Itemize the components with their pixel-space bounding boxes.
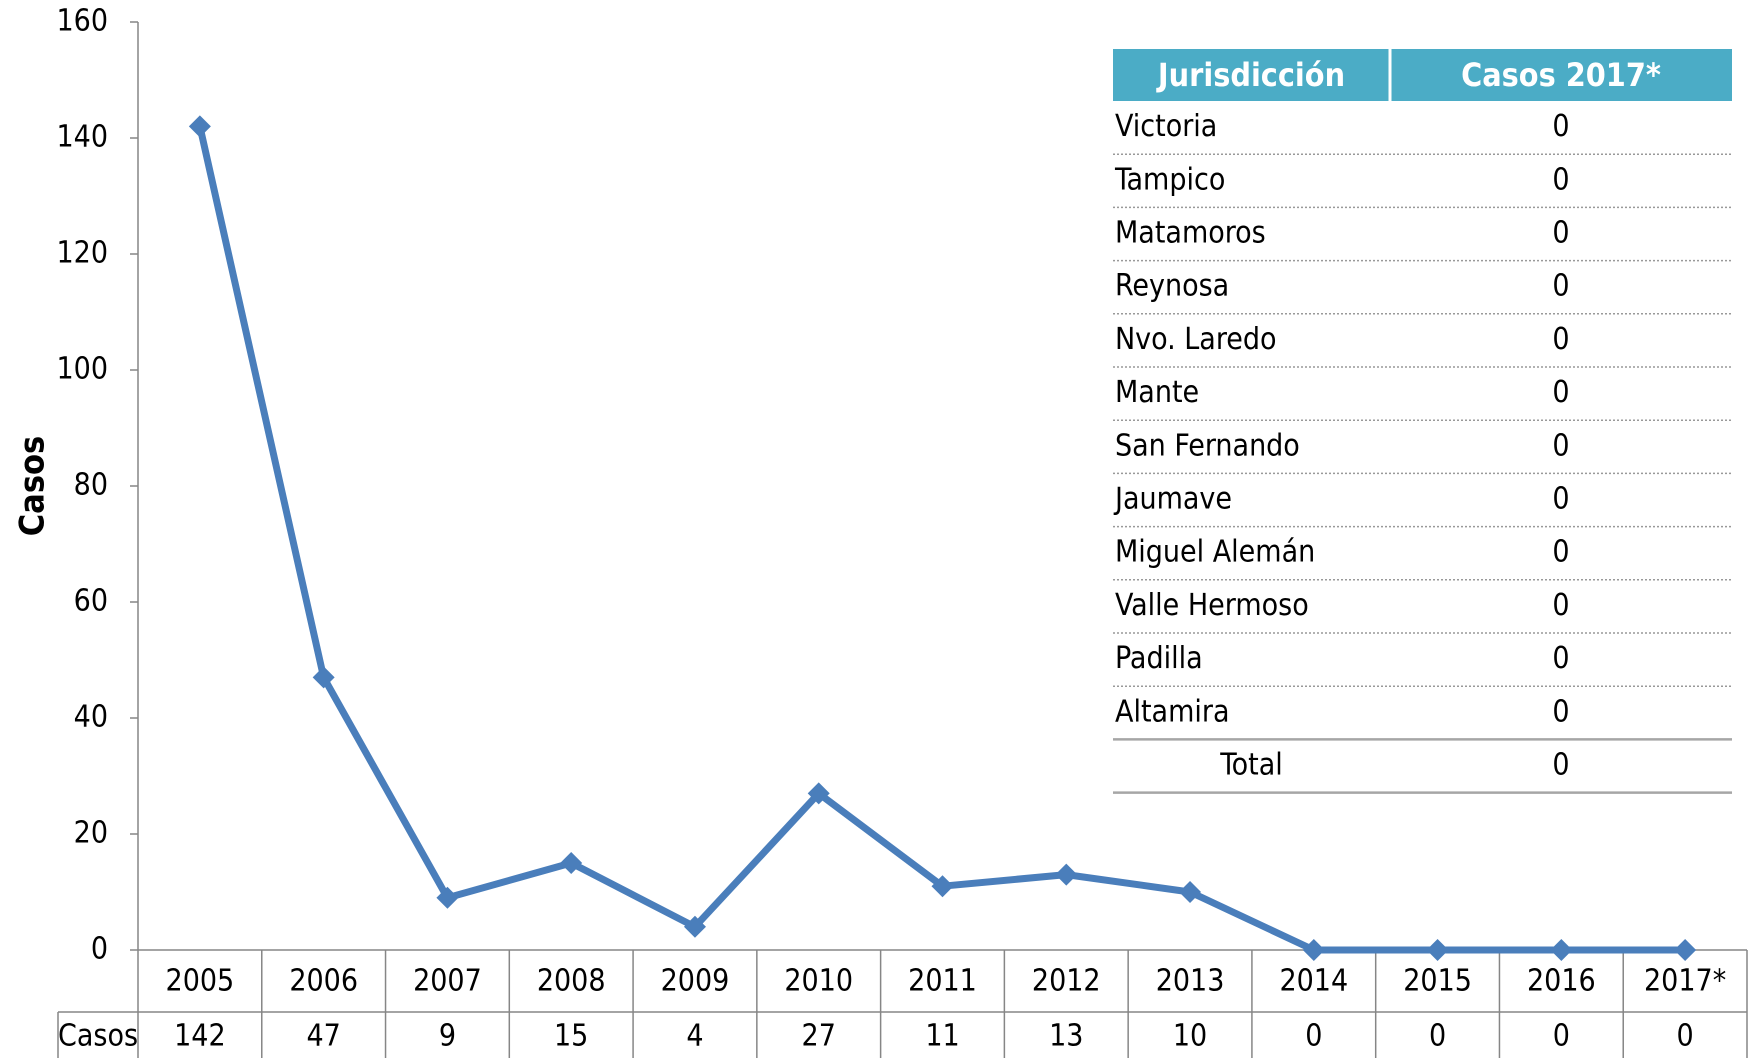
data-table-value: 4 [686, 1019, 703, 1054]
table-header-bg [1113, 49, 1732, 101]
data-table-value: 27 [802, 1019, 836, 1054]
y-tick-label: 120 [56, 236, 108, 271]
y-tick-label: 140 [56, 120, 108, 155]
table-cell: Victoria [1115, 109, 1217, 144]
table-cell: Nvo. Laredo [1115, 322, 1277, 357]
y-tick-label: 160 [56, 4, 108, 39]
table-header: Jurisdicción [1156, 56, 1345, 94]
table-cell: 0 [1552, 641, 1569, 676]
data-table-value: 0 [1677, 1019, 1694, 1054]
marker [683, 915, 706, 938]
table-cell: 0 [1552, 322, 1569, 357]
table-cell: 0 [1552, 588, 1569, 623]
table-cell: San Fernando [1115, 428, 1300, 463]
y-tick-label: 20 [74, 816, 108, 851]
table-cell: Tampico [1114, 162, 1225, 197]
marker [1302, 939, 1325, 961]
row-label: Casos [58, 1019, 138, 1054]
marker [1426, 939, 1449, 961]
marker [931, 875, 954, 898]
line [196, 125, 1686, 954]
table-cell: 0 [1552, 694, 1569, 729]
data-table-value: 10 [1173, 1019, 1207, 1054]
marker [312, 666, 335, 689]
y-tick-label: 60 [74, 584, 108, 619]
x-tick-label: 2016 [1527, 964, 1596, 999]
data-table-value: 13 [1049, 1019, 1083, 1054]
x-tick-label: 2006 [289, 964, 358, 999]
data-table-value: 0 [1429, 1019, 1446, 1054]
table-cell: 0 [1552, 428, 1569, 463]
y-tick-label: 100 [56, 352, 108, 387]
marker [436, 886, 459, 909]
x-tick-label: 2011 [908, 964, 977, 999]
x-tick-label: 2013 [1156, 964, 1225, 999]
marker [1674, 939, 1697, 961]
x-tick-label: 2007 [413, 964, 482, 999]
x-tick-label: 2005 [166, 964, 235, 999]
table-cell: Altamira [1115, 694, 1230, 729]
table-cell: 0 [1552, 269, 1569, 304]
table-cell: Jaumave [1113, 482, 1232, 517]
table-cell: 0 [1552, 535, 1569, 570]
marker [560, 852, 583, 874]
x-tick-label: 2008 [537, 964, 606, 999]
marker [188, 115, 211, 138]
table-cell: 0 [1552, 109, 1569, 144]
x-tick-label: 2017* [1644, 964, 1726, 999]
table-cell: Matamoros [1115, 216, 1266, 251]
x-tick-label: 2012 [1032, 964, 1101, 999]
table-cell: 0 [1552, 482, 1569, 517]
data-table-value: 47 [306, 1019, 340, 1054]
table-header: Casos 2017* [1461, 56, 1661, 94]
table-cell: Valle Hermoso [1115, 588, 1309, 623]
marker [1179, 881, 1202, 903]
x-tick-label: 2009 [661, 964, 730, 999]
table-cell: Reynosa [1115, 269, 1229, 304]
table-cell: 0 [1552, 375, 1569, 410]
table-total-value: 0 [1552, 748, 1569, 783]
table-cell: Padilla [1115, 641, 1203, 676]
marker [1550, 939, 1573, 961]
marker [1055, 863, 1078, 886]
table-cell: 0 [1552, 216, 1569, 251]
data-table-value: 142 [174, 1019, 226, 1054]
x-tick-label: 2014 [1279, 964, 1348, 999]
marker [807, 782, 830, 805]
table-cell: Mante [1115, 375, 1199, 410]
table-total-label: Total [1219, 748, 1283, 783]
x-tick-label: 2010 [784, 964, 853, 999]
y-tick-label: 80 [74, 468, 108, 503]
table-cell: Miguel Alemán [1115, 535, 1315, 570]
table-cell: 0 [1552, 162, 1569, 197]
data-table-value: 9 [439, 1019, 456, 1054]
data-table-value: 0 [1553, 1019, 1570, 1054]
data-table-value: 15 [554, 1019, 588, 1054]
y-tick-label: 0 [91, 932, 108, 967]
x-tick-label: 2015 [1403, 964, 1472, 999]
y-tick-label: 40 [74, 700, 108, 735]
data-table-value: 0 [1305, 1019, 1322, 1054]
y-axis-title: Casos [13, 436, 53, 537]
data-table-value: 11 [925, 1019, 959, 1054]
